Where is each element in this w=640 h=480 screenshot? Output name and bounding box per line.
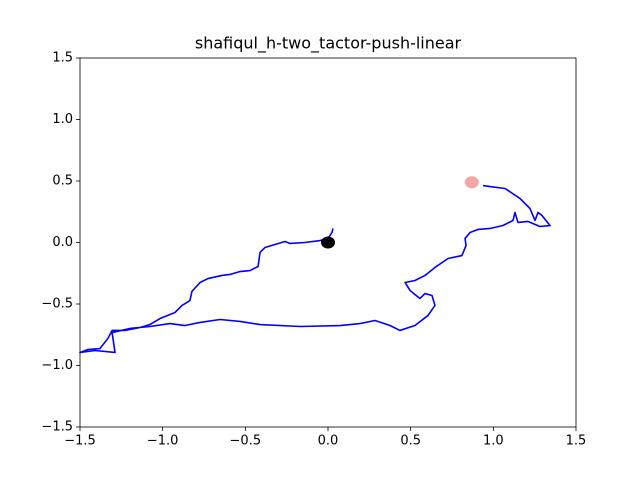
plot-frame <box>79 57 577 428</box>
x-tick-label: 0.5 <box>400 434 421 449</box>
x-tick-label: −1.0 <box>147 434 179 449</box>
x-tick-label: −0.5 <box>230 434 262 449</box>
y-tick-label: 0.5 <box>52 174 73 189</box>
y-tick-label: 1.5 <box>52 51 73 66</box>
x-tick-label: −1.5 <box>64 434 96 449</box>
y-tick-label: 0.0 <box>52 235 73 250</box>
x-tick-label: 0.0 <box>318 434 339 449</box>
y-tick-label: 1.0 <box>52 112 73 127</box>
point-marker <box>321 236 335 249</box>
trajectory-line <box>79 184 551 354</box>
chart-title: shafiqul_h-two_tactor-push-linear <box>195 34 462 54</box>
x-tick-label: 1.5 <box>566 434 587 449</box>
y-tick-label: −1.0 <box>41 358 73 373</box>
x-tick-label: 1.0 <box>483 434 504 449</box>
y-tick-label: −0.5 <box>41 297 73 312</box>
y-tick-label: −1.5 <box>41 420 73 435</box>
point-marker <box>464 176 479 189</box>
